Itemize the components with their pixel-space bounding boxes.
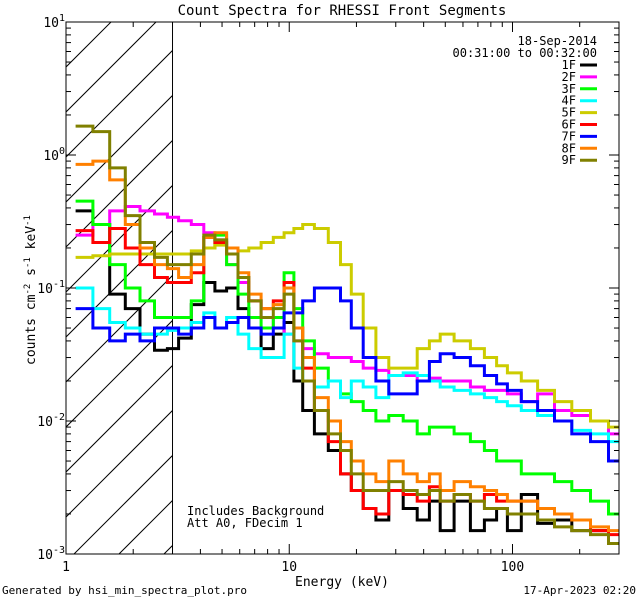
- series-6f-line: [75, 227, 619, 537]
- footer-generator: Generated by hsi_min_spectra_plot.pro: [2, 584, 247, 597]
- hatch-line: [66, 274, 173, 383]
- observation-date: 18-Sep-2014: [518, 34, 597, 48]
- chart-title: Count Spectra for RHESSI Front Segments: [178, 3, 507, 19]
- series-7f-line: [75, 286, 619, 463]
- legend-label-1f: 1F: [562, 58, 576, 72]
- hatch-line: [66, 94, 173, 203]
- legend-label-2f: 2F: [562, 70, 576, 84]
- hatch-line: [66, 22, 157, 113]
- legend-label-5f: 5F: [562, 106, 576, 120]
- hatch-line: [66, 229, 173, 338]
- y-tick-label: 100: [43, 146, 65, 164]
- y-tick-label: 10-2: [37, 412, 65, 430]
- annotation-attenuator: Att A0, FDecim 1: [187, 516, 303, 530]
- time-range: 00:31:00 to 00:32:00: [453, 46, 598, 60]
- annotation-background: Includes Background: [187, 504, 324, 518]
- x-tick-labels: 1 10 100: [62, 560, 524, 575]
- legend-label-9f: 9F: [562, 153, 576, 167]
- legend-label-7f: 7F: [562, 129, 576, 143]
- hatch-line: [73, 454, 173, 554]
- legend-label-8f: 8F: [562, 141, 576, 155]
- series-layer: [75, 124, 619, 545]
- hatch-line: [66, 49, 173, 158]
- series-9f-line: [75, 124, 619, 545]
- legend-label-3f: 3F: [562, 82, 576, 96]
- x-axis-label: Energy (keV): [295, 575, 389, 590]
- legend-label-4f: 4F: [562, 94, 576, 108]
- y-tick-labels: 10-3 10-2 10-1 100 101: [37, 13, 65, 563]
- y-tick-label: 10-3: [37, 545, 65, 563]
- y-tick-label: 101: [43, 13, 65, 31]
- series-4f-line: [75, 286, 619, 444]
- x-tick-label: 10: [281, 560, 297, 575]
- axis-ticks: [65, 21, 620, 555]
- legend-label-6f: 6F: [562, 118, 576, 132]
- hatch-line: [66, 409, 173, 518]
- series-1f-line: [75, 209, 619, 545]
- x-tick-label: 1: [62, 560, 70, 575]
- x-tick-label: 100: [501, 560, 524, 575]
- footer-timestamp: 17-Apr-2023 02:20: [523, 584, 636, 597]
- y-axis-label: counts cm-2 s-1 keV-1: [23, 215, 39, 365]
- y-tick-label: 10-1: [37, 279, 65, 297]
- hatch-line: [66, 364, 173, 473]
- series-2f-line: [75, 205, 619, 436]
